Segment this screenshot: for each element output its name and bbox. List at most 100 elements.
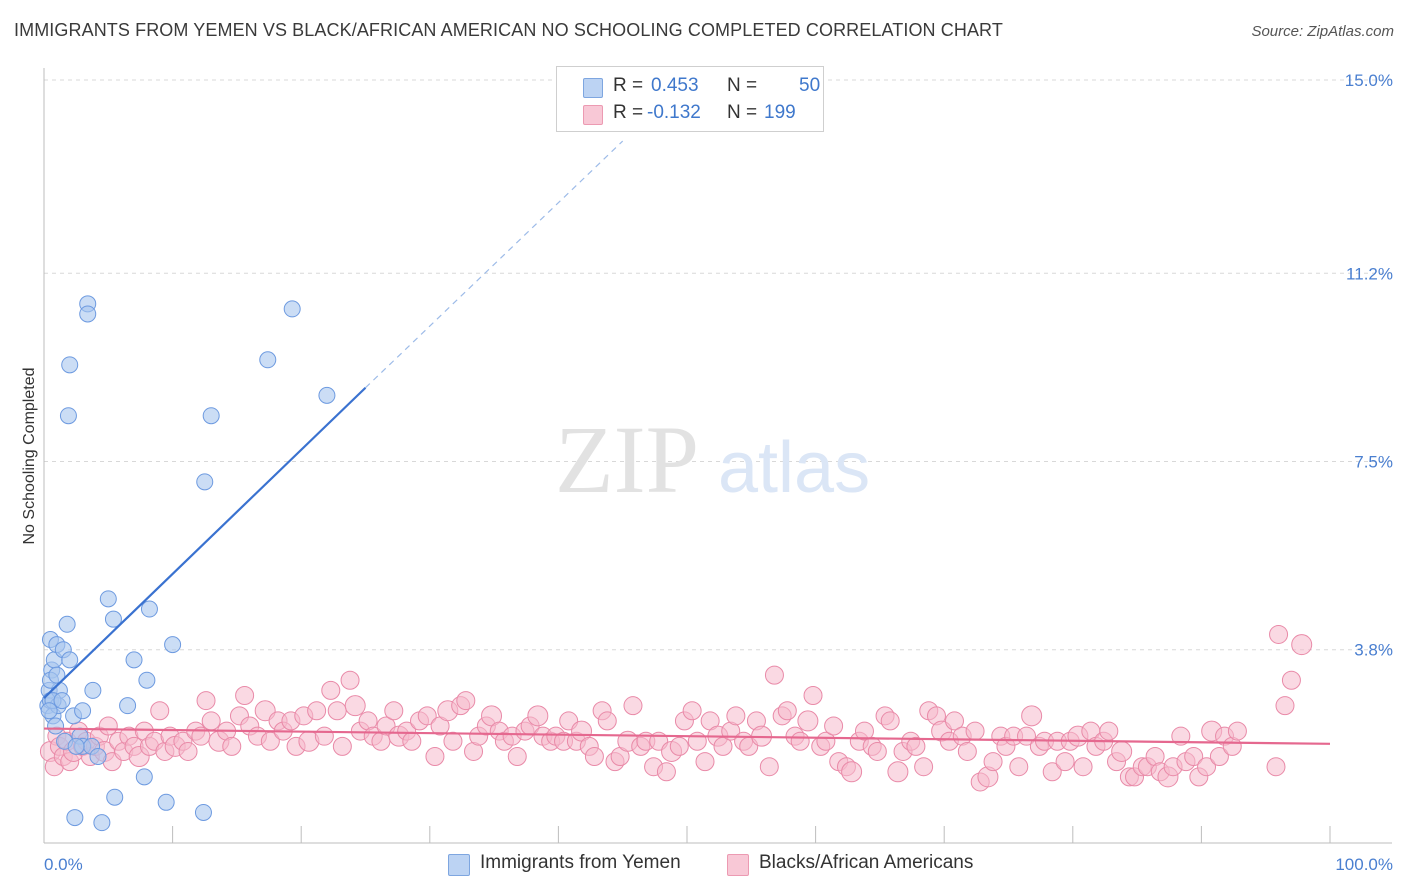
data-point-blacks-african-americans bbox=[98, 716, 118, 736]
watermark-zip: ZIP bbox=[555, 406, 699, 513]
series-immigrants-from-yemen bbox=[39, 295, 336, 832]
data-point-immigrants-from-yemen bbox=[48, 666, 66, 684]
data-point-immigrants-from-yemen bbox=[164, 636, 182, 654]
data-point-immigrants-from-yemen bbox=[194, 803, 212, 821]
data-point-blacks-african-americans bbox=[1227, 721, 1247, 741]
data-point-blacks-african-americans bbox=[321, 680, 341, 700]
data-point-blacks-african-americans bbox=[417, 706, 437, 726]
data-point-blacks-african-americans bbox=[1269, 624, 1289, 644]
data-point-blacks-african-americans bbox=[1281, 670, 1301, 690]
data-point-blacks-african-americans bbox=[1197, 757, 1217, 777]
legend-swatch-blue bbox=[583, 78, 603, 98]
data-point-immigrants-from-yemen bbox=[89, 748, 107, 766]
data-point-blacks-african-americans bbox=[340, 670, 360, 690]
data-point-blacks-african-americans bbox=[327, 701, 347, 721]
data-point-immigrants-from-yemen bbox=[67, 737, 85, 755]
data-point-immigrants-from-yemen bbox=[53, 692, 71, 710]
data-point-blacks-african-americans bbox=[695, 752, 715, 772]
data-point-blacks-african-americans bbox=[425, 747, 445, 767]
data-point-blacks-african-americans bbox=[597, 711, 617, 731]
data-point-blacks-african-americans bbox=[307, 701, 327, 721]
chart-title: IMMIGRANTS FROM YEMEN VS BLACK/AFRICAN A… bbox=[14, 20, 1003, 40]
legend-r-label: R = bbox=[613, 102, 644, 123]
legend-n-value: 50 bbox=[799, 75, 821, 96]
data-point-blacks-african-americans bbox=[777, 701, 797, 721]
data-point-blacks-african-americans bbox=[797, 710, 819, 732]
data-point-immigrants-from-yemen bbox=[138, 671, 156, 689]
data-point-blacks-african-americans bbox=[906, 736, 926, 756]
data-point-immigrants-from-yemen bbox=[135, 768, 153, 786]
data-point-immigrants-from-yemen bbox=[59, 407, 77, 425]
legend-r-value: -0.132 bbox=[647, 102, 701, 123]
data-point-blacks-african-americans bbox=[914, 757, 934, 777]
data-point-immigrants-from-yemen bbox=[119, 697, 137, 715]
data-point-blacks-african-americans bbox=[965, 721, 985, 741]
bottom-legend-label-yemen: Immigrants from Yemen bbox=[480, 852, 681, 873]
data-point-blacks-african-americans bbox=[1073, 757, 1093, 777]
data-point-immigrants-from-yemen bbox=[47, 717, 65, 735]
data-point-immigrants-from-yemen bbox=[40, 702, 58, 720]
data-point-immigrants-from-yemen bbox=[79, 305, 97, 323]
data-point-blacks-african-americans bbox=[669, 736, 689, 756]
data-point-immigrants-from-yemen bbox=[66, 809, 84, 827]
data-point-blacks-african-americans bbox=[1209, 747, 1229, 767]
data-point-immigrants-from-yemen bbox=[58, 615, 76, 633]
data-point-blacks-african-americans bbox=[687, 731, 707, 751]
y-tick-label: 7.5% bbox=[1354, 453, 1393, 472]
data-point-blacks-african-americans bbox=[957, 741, 977, 761]
data-point-blacks-african-americans bbox=[1042, 762, 1062, 782]
data-point-blacks-african-americans bbox=[623, 696, 643, 716]
y-tick-label: 3.8% bbox=[1354, 641, 1393, 660]
bottom-legend-swatch-pink bbox=[727, 854, 749, 876]
data-point-blacks-african-americans bbox=[196, 691, 216, 711]
data-point-immigrants-from-yemen bbox=[196, 473, 214, 491]
legend-n-value: 199 bbox=[764, 102, 796, 123]
data-point-blacks-african-americans bbox=[1021, 705, 1043, 727]
legend-swatch-pink bbox=[583, 105, 603, 125]
legend-r-value: 0.453 bbox=[651, 75, 699, 96]
data-point-blacks-african-americans bbox=[1266, 757, 1286, 777]
tick-labels: 3.8% 7.5% 11.2% 15.0% 0.0% 100.0% bbox=[44, 71, 1393, 874]
data-point-blacks-african-americans bbox=[1055, 752, 1075, 772]
trend-line-yemen bbox=[43, 386, 367, 699]
data-point-immigrants-from-yemen bbox=[74, 702, 92, 720]
x-tick-label: 0.0% bbox=[44, 855, 83, 874]
legend-row-yemen: R = 0.453 N = 50 bbox=[557, 75, 823, 101]
data-point-immigrants-from-yemen bbox=[318, 386, 336, 404]
legend: R = 0.453 N = 50 R = -0.132 N = 199 bbox=[556, 66, 824, 132]
data-point-blacks-african-americans bbox=[1099, 721, 1119, 741]
data-point-blacks-african-americans bbox=[235, 685, 255, 705]
data-point-blacks-african-americans bbox=[507, 747, 527, 767]
data-point-blacks-african-americans bbox=[1184, 747, 1204, 767]
data-point-immigrants-from-yemen bbox=[106, 788, 124, 806]
legend-n-label: N = bbox=[727, 102, 758, 123]
data-point-blacks-african-americans bbox=[983, 752, 1003, 772]
data-point-blacks-african-americans bbox=[944, 711, 964, 731]
watermark-atlas: atlas bbox=[718, 428, 870, 508]
data-point-blacks-african-americans bbox=[584, 747, 604, 767]
trend-line-yemen-extension bbox=[365, 140, 624, 389]
data-point-immigrants-from-yemen bbox=[61, 651, 79, 669]
data-point-blacks-african-americans bbox=[178, 741, 198, 761]
data-point-immigrants-from-yemen bbox=[93, 814, 111, 832]
data-point-blacks-african-americans bbox=[726, 706, 746, 726]
data-point-blacks-african-americans bbox=[402, 731, 422, 751]
data-point-blacks-african-americans bbox=[854, 721, 874, 741]
data-point-blacks-african-americans bbox=[456, 691, 476, 711]
data-point-blacks-african-americans bbox=[1291, 634, 1313, 656]
data-point-blacks-african-americans bbox=[222, 736, 242, 756]
data-point-blacks-african-americans bbox=[887, 761, 909, 783]
data-point-blacks-african-americans bbox=[314, 726, 334, 746]
source-note: Source: ZipAtlas.com bbox=[1251, 23, 1394, 40]
legend-r-label: R = bbox=[613, 75, 644, 96]
series-blacks-african-americans bbox=[39, 624, 1313, 792]
bottom-legend-swatch-blue bbox=[448, 854, 470, 876]
data-point-immigrants-from-yemen bbox=[104, 610, 122, 628]
data-point-blacks-african-americans bbox=[790, 731, 810, 751]
data-point-blacks-african-americans bbox=[841, 761, 863, 783]
legend-n-label: N = bbox=[727, 75, 758, 96]
legend-row-black: R = -0.132 N = 199 bbox=[557, 102, 823, 128]
data-point-blacks-african-americans bbox=[150, 701, 170, 721]
data-point-immigrants-from-yemen bbox=[283, 300, 301, 318]
